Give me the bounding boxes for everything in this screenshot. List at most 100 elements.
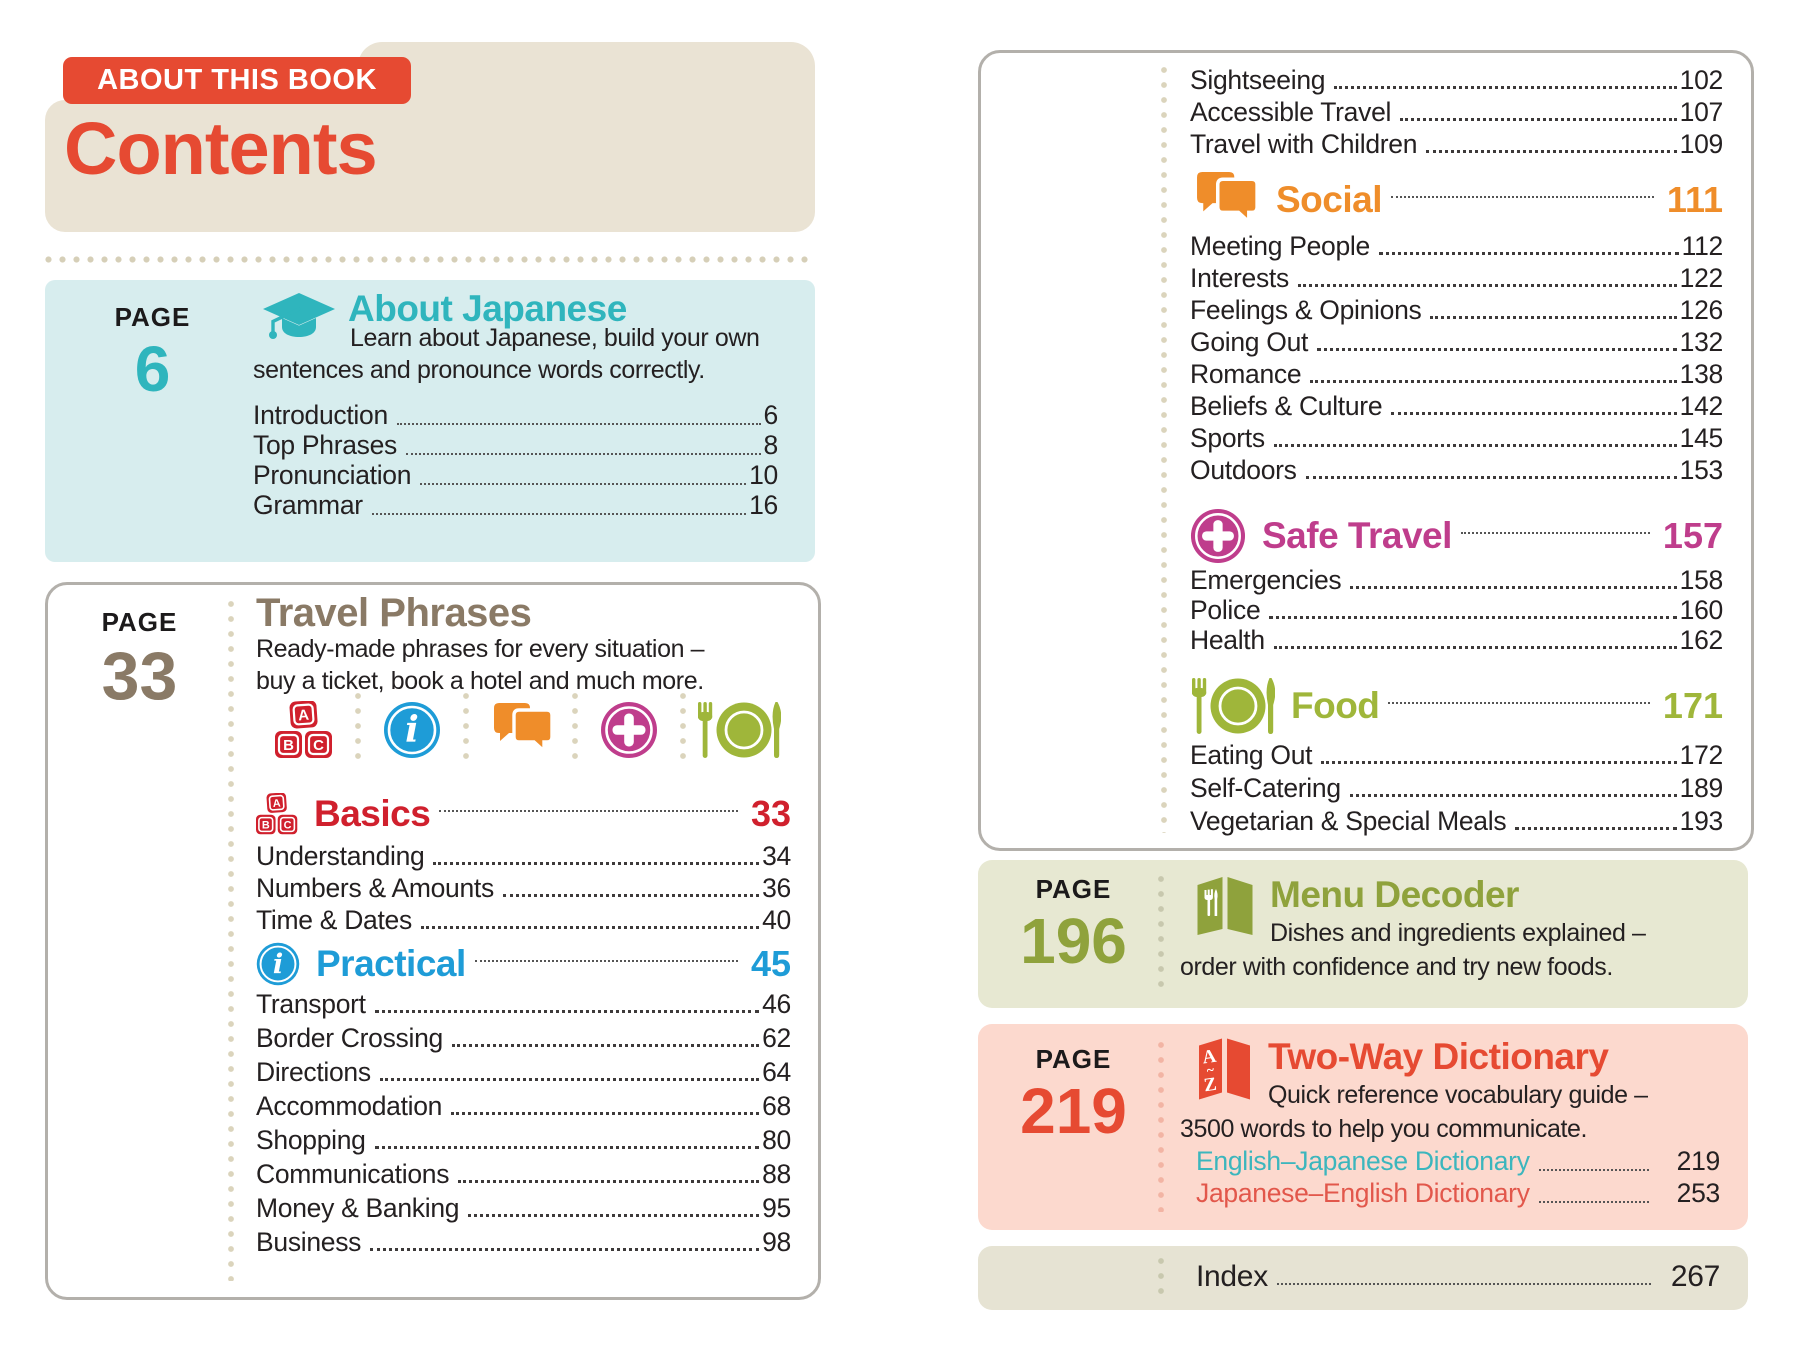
section-title: About Japanese: [348, 288, 627, 329]
toc-row: Self-Catering 189: [1190, 773, 1723, 807]
toc-label: Interests: [1190, 263, 1289, 293]
dotted-separator: [463, 693, 470, 767]
toc-row: Directions 64: [256, 1057, 791, 1091]
section-description: Ready-made phrases for every situation –…: [256, 635, 705, 695]
toc-page-number: 193: [1679, 806, 1724, 836]
dotted-leader: [374, 1146, 760, 1149]
toc-label: Travel with Children: [1190, 129, 1418, 159]
subsection-page-number: 171: [1662, 685, 1723, 726]
dotted-leader: [451, 1112, 760, 1115]
subsection-page-number: 45: [750, 943, 791, 984]
toc-row: Health 162: [1190, 625, 1723, 659]
toc-label: Understanding: [256, 841, 425, 871]
toc-label: Numbers & Amounts: [256, 873, 494, 903]
subsection-title: Social: [1276, 179, 1383, 220]
dotted-divider: [45, 256, 815, 263]
dotted-leader: [1273, 646, 1677, 649]
toc-label: Romance: [1190, 359, 1302, 389]
toc-page-number: 122: [1679, 263, 1724, 293]
food-header: Food 171: [1187, 677, 1723, 735]
toc-row: Pronunciation 10: [253, 460, 778, 494]
dotted-leader: [502, 894, 760, 897]
toc-page-number: 145: [1679, 423, 1724, 453]
toc-page-number: 98: [762, 1227, 791, 1257]
page-label: PAGE: [1035, 1044, 1112, 1074]
dotted-leader: [458, 1180, 760, 1183]
dotted-leader: [439, 810, 738, 812]
subsection-page-number: 111: [1666, 179, 1723, 220]
page-label: PAGE: [101, 607, 178, 637]
toc-label: Sightseeing: [1190, 65, 1326, 95]
toc-row: Feelings & Opinions 126: [1190, 295, 1724, 329]
toc-page-number: 132: [1679, 327, 1724, 357]
toc-row: Time & Dates 40: [256, 905, 791, 939]
dotted-column-divider: [1158, 1258, 1164, 1300]
toc-page-number: 160: [1679, 595, 1724, 625]
dotted-leader: [1350, 586, 1677, 589]
medical-plus-icon: [1190, 508, 1246, 564]
toc-list: Introduction 6 Top Phrases 8 Pronunciati…: [253, 400, 778, 524]
toc-row: Police 160: [1190, 595, 1723, 629]
toc-list: Eating Out 172 Self-Catering 189 Vegetar…: [1190, 740, 1724, 840]
dotted-leader: [1391, 412, 1677, 415]
page-title: Contents: [64, 107, 378, 190]
toc-row: Sightseeing 102: [1190, 65, 1724, 99]
dotted-leader: [1430, 316, 1677, 319]
dotted-leader: [379, 1078, 760, 1081]
toc-row: Beliefs & Culture 142: [1190, 391, 1724, 425]
social-header: Social 111: [1190, 171, 1723, 227]
toc-row: Accessible Travel 107: [1190, 97, 1723, 131]
toc-page-number: 158: [1679, 565, 1724, 595]
toc-label: Accessible Travel: [1190, 97, 1392, 127]
toc-row: Border Crossing 62: [256, 1023, 791, 1057]
toc-page-number: 95: [762, 1193, 791, 1223]
toc-row: Shopping 80: [256, 1125, 791, 1159]
toc-row: Going Out 132: [1190, 327, 1724, 361]
toc-page-number: 62: [762, 1023, 791, 1053]
toc-page-number: 36: [762, 873, 791, 903]
toc-label: Eating Out: [1190, 740, 1313, 770]
toc-label: Feelings & Opinions: [1190, 295, 1422, 325]
toc-label: Grammar: [253, 490, 363, 520]
dotted-leader: [371, 513, 747, 515]
toc-label: English–Japanese Dictionary: [1196, 1146, 1530, 1176]
toc-page-number: 102: [1679, 65, 1724, 95]
dotted-leader: [1400, 118, 1677, 121]
page-column: PAGE 219: [996, 1044, 1151, 1143]
food-icon: [1190, 677, 1275, 735]
toc-page-number: 126: [1679, 295, 1724, 325]
dotted-leader: [1538, 1169, 1649, 1171]
toc-label: Beliefs & Culture: [1190, 391, 1383, 421]
page-number: 6: [134, 333, 171, 405]
toc-page-number: 80: [762, 1125, 791, 1155]
toc-label: Business: [256, 1227, 362, 1257]
index-list: Index 267: [1196, 1259, 1720, 1297]
dotted-leader: [1321, 761, 1677, 764]
toc-row: Romance 138: [1190, 359, 1723, 393]
page-label: PAGE: [114, 302, 191, 332]
dotted-leader: [1388, 702, 1650, 704]
dotted-leader: [474, 960, 738, 962]
toc-label: Border Crossing: [256, 1023, 443, 1053]
toc-page-number: 142: [1679, 391, 1724, 421]
toc-row: Transport 46: [256, 989, 791, 1023]
dotted-leader: [420, 483, 747, 485]
toc-page-number: 40: [762, 905, 791, 935]
info-icon: [256, 942, 300, 986]
dotted-column-divider: [1158, 1042, 1164, 1212]
dotted-leader: [396, 423, 761, 425]
toc-row: Interests 122: [1190, 263, 1724, 297]
page-column: PAGE 6: [75, 302, 230, 401]
toc-label: Sports: [1190, 423, 1265, 453]
dotted-leader: [1273, 444, 1677, 447]
toc-label: Communications: [256, 1159, 450, 1189]
toc-row: Meeting People 112: [1190, 231, 1723, 265]
toc-label: Transport: [256, 989, 366, 1019]
dotted-column-divider: [1158, 876, 1164, 992]
toc-page-number: 46: [762, 989, 791, 1019]
toc-row: Eating Out 172: [1190, 740, 1723, 774]
abc-blocks-icon: [253, 691, 355, 769]
travel-phrases-continued-section: Sightseeing 102 Accessible Travel 107 Tr…: [978, 50, 1754, 851]
section-description: Quick reference vocabulary guide – 3500 …: [1180, 1081, 1648, 1143]
